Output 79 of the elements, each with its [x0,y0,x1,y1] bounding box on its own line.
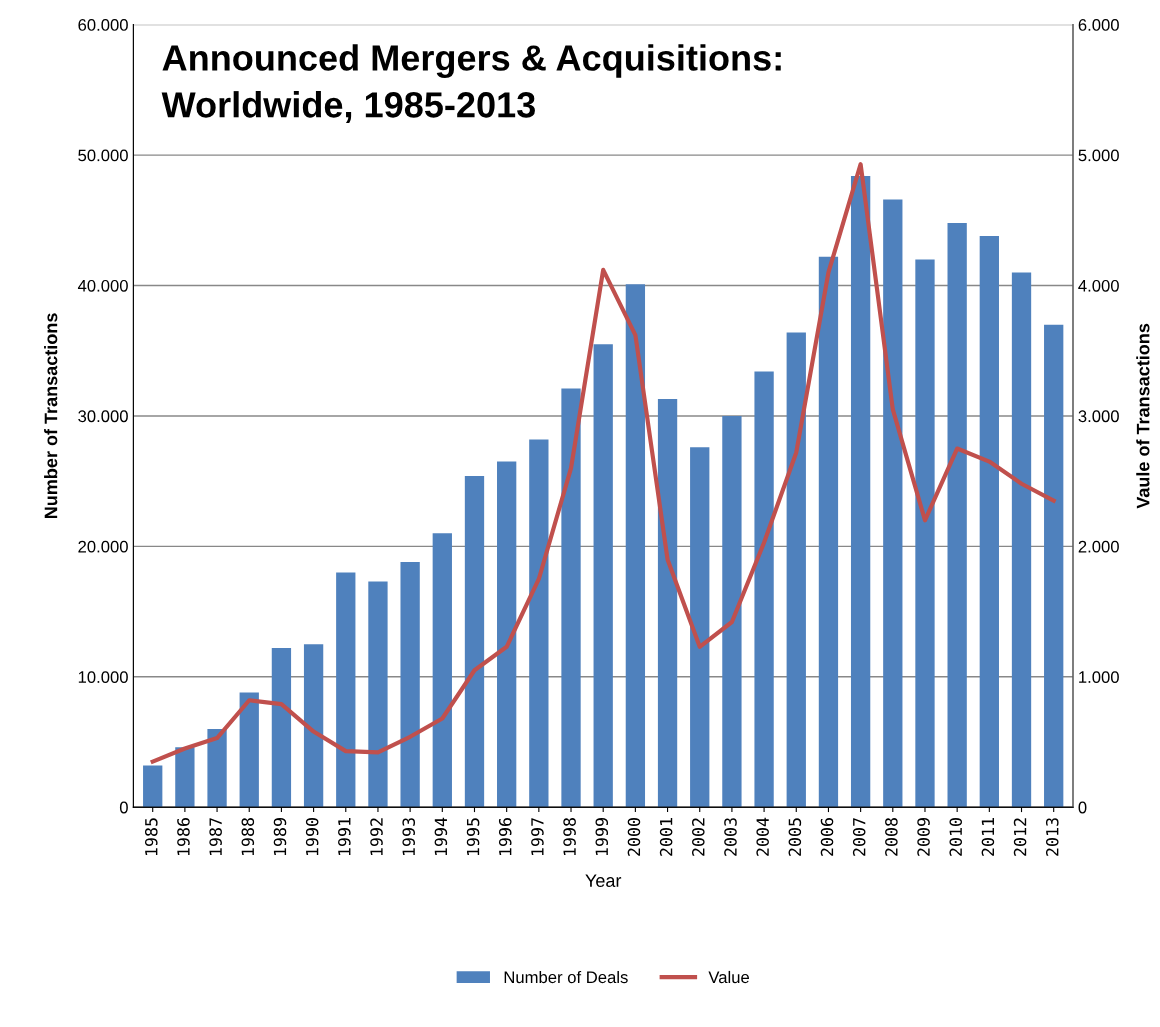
bar [336,572,356,808]
bar [818,256,839,808]
x-tick-label: 1989 [273,818,287,856]
legend-label: Value [708,970,750,984]
bar [561,388,581,808]
bar [947,222,967,808]
bar [657,398,678,808]
y-tick-label: 50.000 [78,149,128,162]
x-axis-title: Year [585,874,622,888]
y2-tick-label: 6.000 [1078,19,1119,31]
bar [175,747,195,808]
y-axis-title: Number of Transactions [44,313,58,519]
bar [400,562,420,808]
x-tick-label: 2006 [820,818,834,856]
x-tick-label: 2001 [659,818,673,856]
y2-tick-label: 2.000 [1078,540,1119,553]
bar [850,175,871,808]
bar [915,259,935,808]
x-tick-label: 1999 [595,818,609,856]
y2-tick-label: 3.000 [1078,410,1119,423]
x-tick-label: 1991 [338,818,351,856]
bar [432,533,452,808]
x-tick-label: 2003 [724,818,737,856]
legend-label: Number of Deals [504,970,628,984]
bar [690,447,710,808]
x-tick-label: 1996 [498,818,512,856]
x-tick-label: 2009 [917,818,930,856]
x-tick-label: 1988 [241,818,255,856]
x-tick-label: 2000 [627,818,641,856]
line-series [150,162,1056,764]
x-tick-label: 2007 [852,818,866,856]
x-tick-label: 2004 [756,817,769,856]
y2-tick-label: 1.000 [1079,671,1119,683]
y2-tick-label: 5.000 [1078,149,1119,162]
x-tick-label: 1986 [177,818,190,856]
bar [529,439,549,808]
bar [497,461,517,808]
bar [883,199,903,808]
text: Announced Mergers & Acquisitions: Worldwide, 1985-2013 [161,44,781,123]
bar [143,765,163,808]
bar [464,475,485,808]
bar [593,344,613,808]
bar [303,644,324,808]
bar [625,284,646,808]
y2-axis-title: Vaule of Transactions [1136,323,1150,509]
bar [979,235,999,808]
y-tick-label: 10.000 [78,671,128,683]
y2-tick-label: 0 [1078,801,1087,814]
bar [754,371,774,808]
y2-tick-label: 4.000 [1078,279,1119,292]
x-tick-label: 2010 [949,818,963,856]
x-tick-label: 2013 [1045,818,1059,856]
x-tick-label: 1993 [402,818,416,856]
x-tick-label: 1994 [434,817,448,856]
bar [271,648,292,808]
x-tick-label: 1990 [305,818,319,856]
bar [368,581,388,808]
x-tick-label: 1998 [563,818,576,856]
x-tick-label: 1992 [370,818,383,856]
x-tick-label: 1997 [531,818,544,856]
x-tick-label: 2008 [885,818,898,856]
bar [239,692,259,808]
x-tick-label: 2005 [788,818,802,856]
bar [1011,272,1032,808]
x-tick-label: 2002 [692,818,705,856]
x-tick-label: 1985 [144,818,158,856]
x-tick-label: 1987 [209,818,222,856]
bar [1044,324,1064,808]
bar [786,332,806,808]
bar [722,415,742,808]
x-tick-label: 2011 [981,818,995,856]
y-tick-label: 40.000 [77,279,128,292]
x-tick-label: 1995 [466,818,480,856]
y-tick-label: 30.000 [78,410,128,423]
y-tick-label: 20.000 [78,540,128,553]
y-tick-label: 0 [119,801,128,814]
x-tick-label: 2012 [1013,818,1027,856]
bar [207,728,227,808]
y-tick-label: 60.000 [78,19,128,31]
